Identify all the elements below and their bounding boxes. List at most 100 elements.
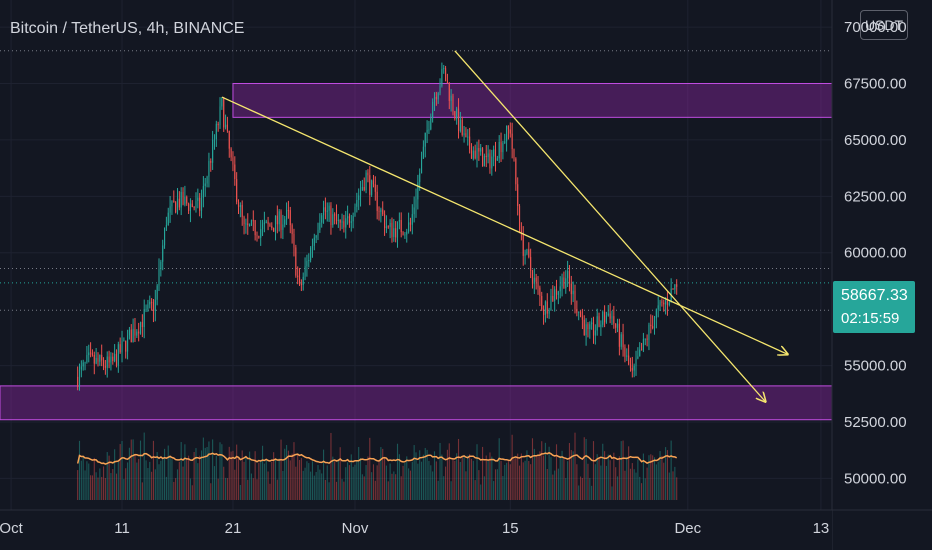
candle-body (498, 142, 500, 159)
volume-bar (602, 443, 604, 500)
candle-body (101, 355, 103, 361)
volume-bar (289, 460, 291, 500)
candle-body (274, 215, 277, 232)
volume-bar (154, 469, 156, 500)
candle-body (518, 205, 521, 231)
time-tick-label: 15 (502, 520, 519, 537)
candle-body (210, 161, 212, 163)
candle-body (506, 125, 508, 142)
volume-bar (496, 469, 498, 500)
volume-bar (241, 450, 243, 500)
candle-body (463, 133, 465, 135)
volume-bar (212, 439, 214, 500)
candle-body (99, 355, 101, 362)
candle-body (267, 221, 269, 225)
volume-bar (245, 457, 247, 500)
volume-bar (302, 470, 304, 500)
volume-bar (175, 478, 177, 500)
volume-bar (315, 471, 317, 500)
candle-body (311, 245, 314, 248)
candle-body (452, 95, 454, 112)
candle-body (646, 338, 648, 340)
volume-bar (310, 471, 312, 500)
candle-body (676, 284, 678, 287)
volume-bar (217, 478, 219, 500)
volume-bar (402, 465, 404, 500)
candle-body (515, 158, 517, 185)
candle-body (382, 209, 384, 215)
candle-body (472, 150, 474, 159)
candle-body (143, 309, 145, 328)
candle-body (426, 129, 428, 133)
volume-bar (200, 450, 203, 500)
volume-bar (594, 464, 596, 500)
volume-bar (180, 442, 182, 500)
volume-bar (304, 467, 306, 500)
candle-body (374, 184, 376, 192)
candle-body (284, 219, 286, 225)
volume-bar (225, 477, 227, 500)
candle-body (570, 283, 572, 295)
price-tick-label: 65000.00 (844, 132, 907, 149)
candle-body (180, 191, 182, 208)
candle-body (409, 222, 412, 225)
candle-body (114, 353, 116, 361)
volume-bar (629, 468, 632, 500)
candle-body (674, 284, 676, 290)
time-tick-label: 13 (813, 520, 830, 537)
volume-bar (539, 451, 541, 500)
candle-body (469, 136, 471, 150)
candle-body (298, 277, 301, 284)
volume-bar (119, 444, 121, 500)
volume-bar (404, 462, 406, 500)
candle-body (223, 98, 225, 128)
volume-bar (559, 455, 561, 500)
volume-bar (221, 444, 223, 500)
candle-body (306, 260, 308, 267)
candle-body (102, 360, 105, 366)
candle-body (530, 257, 532, 271)
candle-body (420, 158, 423, 174)
price-tick-label: 67500.00 (844, 75, 907, 92)
volume-bar (254, 451, 256, 500)
candle-body (90, 352, 92, 354)
candle-body (252, 220, 254, 222)
currency-button[interactable]: USDT (860, 10, 908, 40)
candle-body (178, 198, 180, 208)
candle-body (457, 108, 460, 131)
candle-body (461, 119, 463, 135)
volume-bar (650, 454, 652, 500)
candle-body (237, 201, 240, 208)
candle-body (522, 232, 524, 256)
candle-body (269, 224, 271, 227)
candle-body (459, 119, 461, 131)
candle-body (448, 83, 450, 101)
candle-body (110, 356, 112, 363)
candle-body (480, 148, 482, 152)
volume-bar (670, 440, 672, 500)
volume-bar (576, 464, 578, 500)
volume-bar (115, 473, 118, 500)
candle-body (352, 216, 354, 222)
volume-bar (210, 483, 212, 500)
volume-bar (391, 473, 393, 500)
volume-bar (498, 438, 500, 500)
volume-bar (409, 470, 412, 500)
candle-body (302, 276, 304, 285)
volume-bar (363, 476, 365, 500)
price-zones (0, 82, 833, 421)
volume-bar (291, 453, 293, 500)
volume-bar (615, 467, 617, 500)
candle-body (200, 197, 203, 211)
candle-body (361, 186, 363, 191)
volume-bar (661, 455, 663, 500)
volume-bar (223, 466, 225, 500)
volume-bar (457, 438, 460, 500)
volume-bar (317, 465, 319, 500)
volume-bar (550, 457, 552, 500)
candle-body (232, 157, 234, 165)
candle-body (365, 172, 367, 191)
candle-body (369, 175, 371, 195)
candle-body (628, 355, 630, 365)
